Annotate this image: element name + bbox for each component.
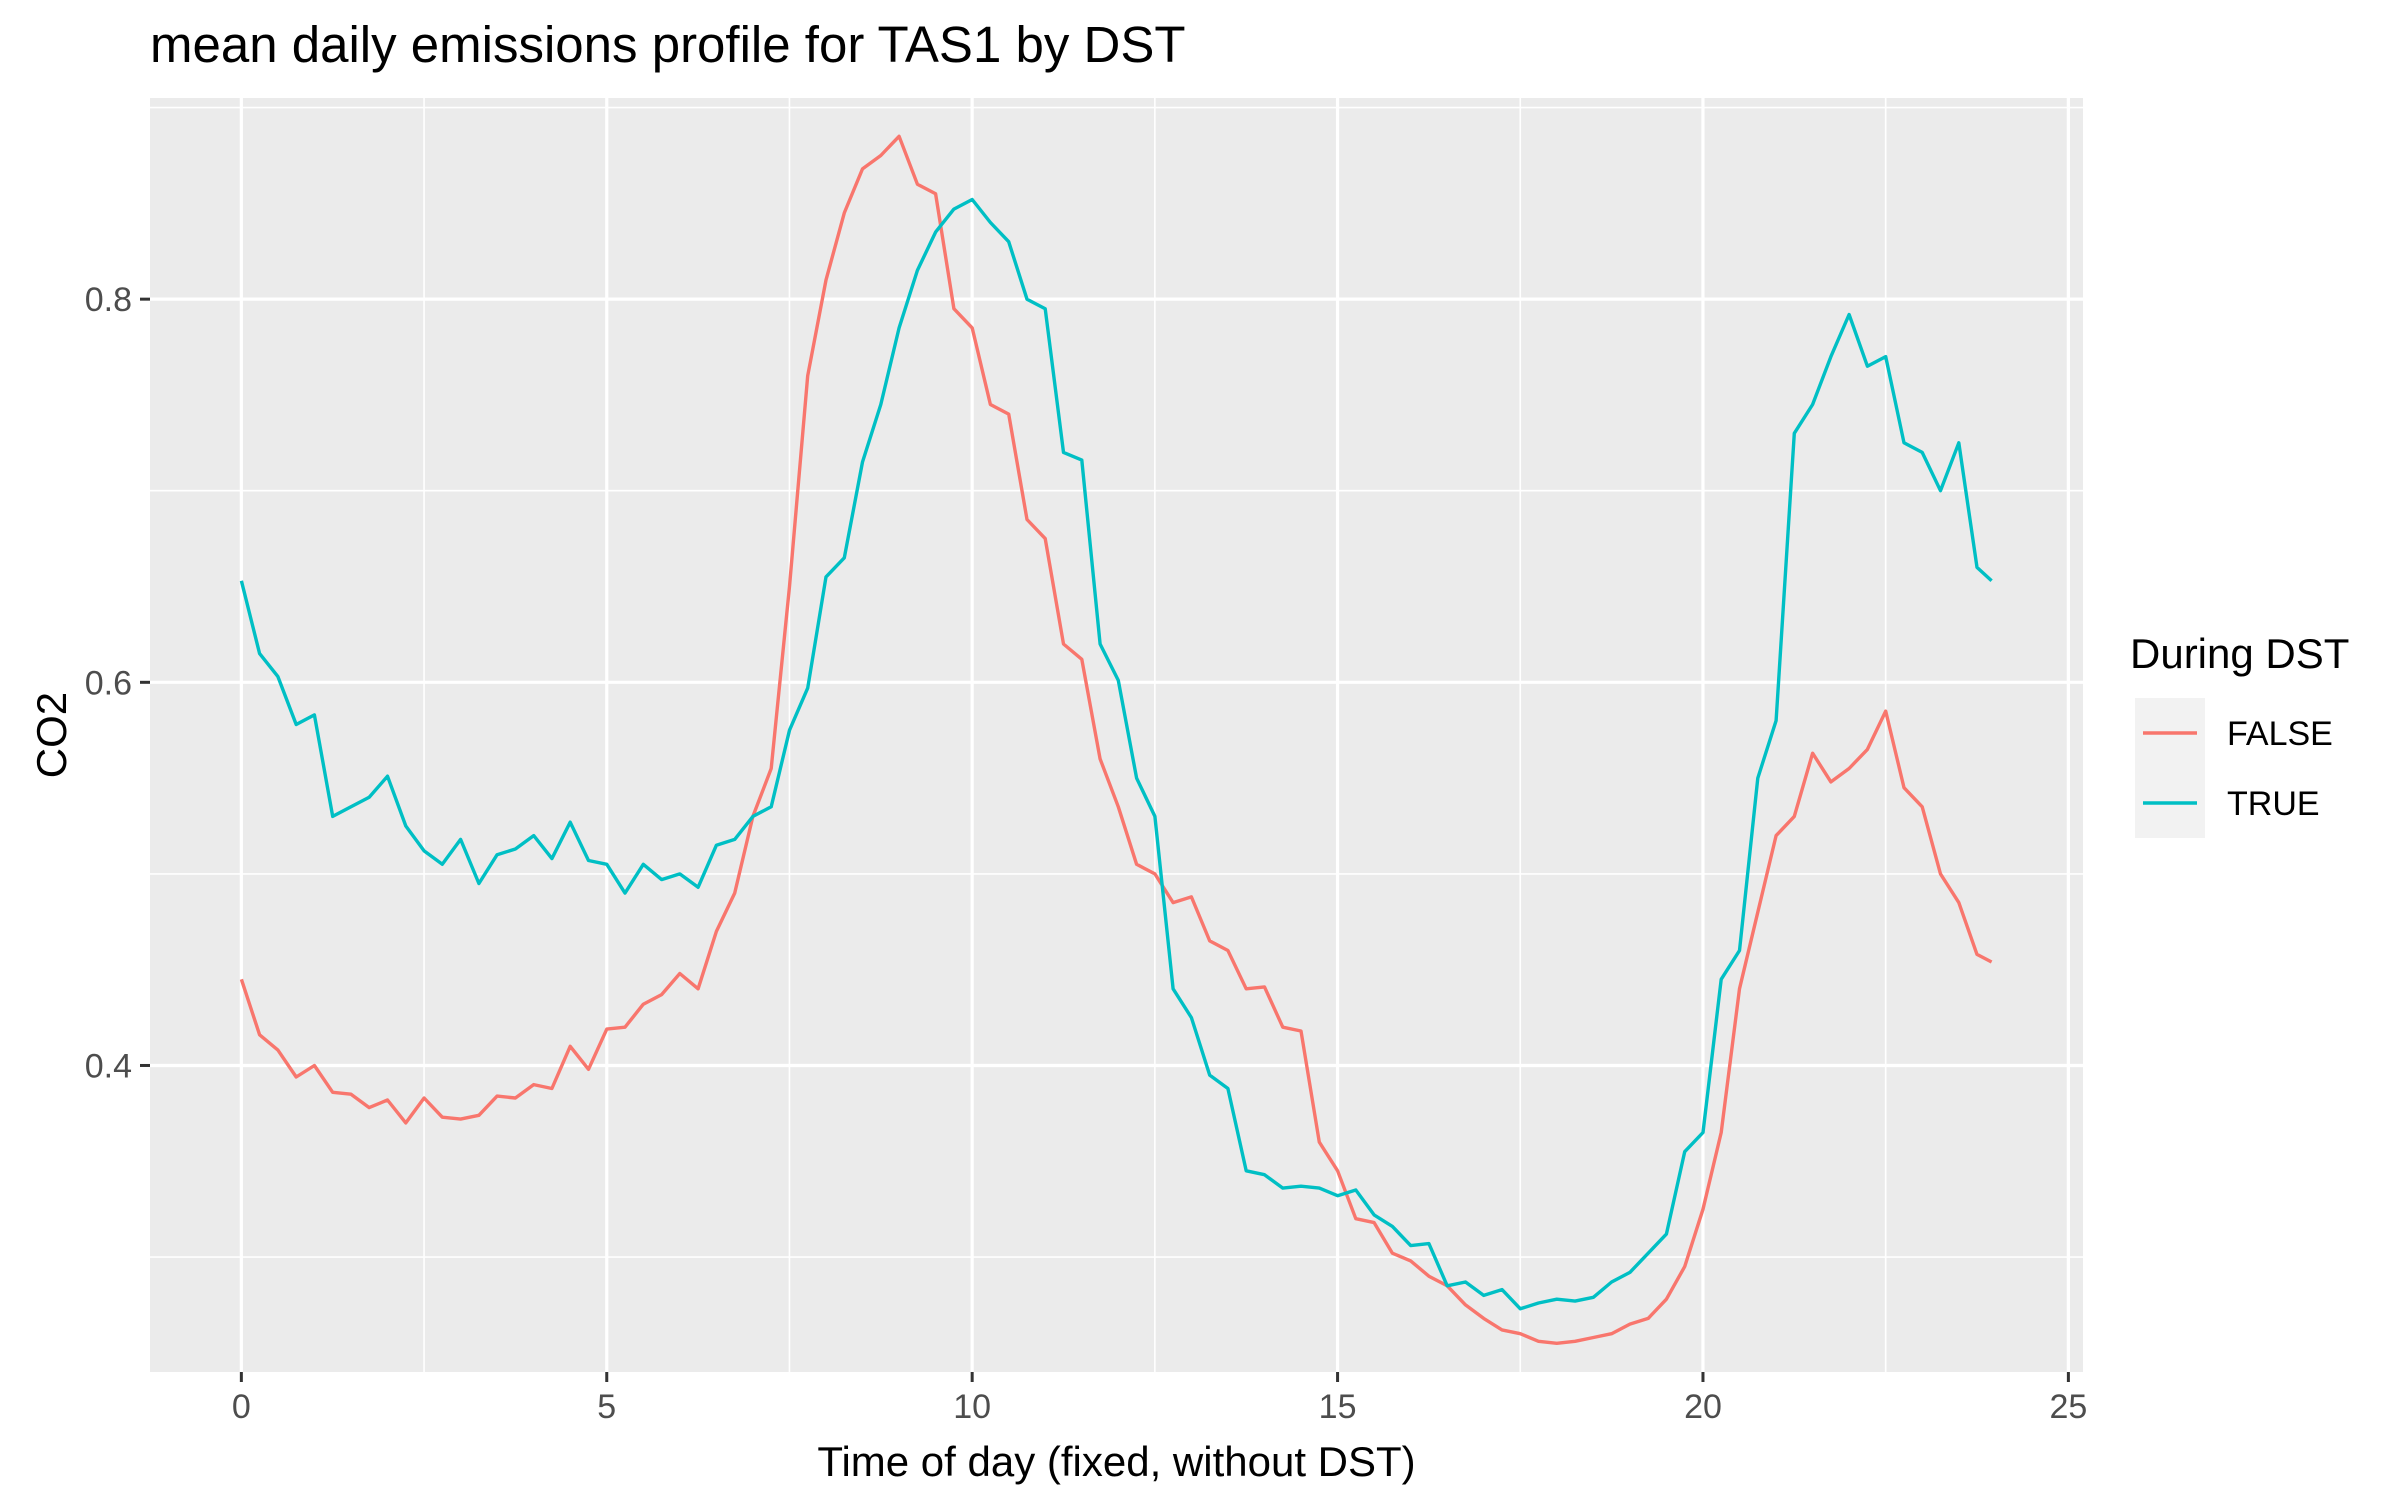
legend-label: FALSE [2227, 715, 2333, 753]
chart-title: mean daily emissions profile for TAS1 by… [150, 16, 1186, 73]
x-tick-label: 20 [1684, 1388, 1722, 1426]
legend-label: TRUE [2227, 785, 2320, 823]
x-axis: 0 5 10 15 20 25 [232, 1372, 2087, 1426]
x-tick-label: 15 [1319, 1388, 1357, 1426]
x-tick-label: 5 [597, 1388, 616, 1426]
series-lines [239, 134, 1993, 1345]
legend: During DST FALSE TRUE [2130, 630, 2349, 838]
y-axis: 0.4 0.6 0.8 [85, 281, 150, 1085]
major-gridlines [150, 98, 2083, 1372]
plot-panel [150, 98, 2083, 1372]
x-tick-label: 0 [232, 1388, 251, 1426]
y-axis-title: CO2 [28, 692, 75, 778]
legend-title: During DST [2130, 630, 2349, 677]
legend-items: FALSE TRUE [2135, 698, 2333, 838]
x-axis-title: Time of day (fixed, without DST) [817, 1438, 1415, 1485]
x-tick-label: 10 [953, 1388, 991, 1426]
y-tick-label: 0.8 [85, 281, 132, 319]
series-line-false [239, 134, 1993, 1345]
series-line-true [239, 197, 1993, 1311]
y-tick-label: 0.6 [85, 664, 132, 702]
x-tick-label: 25 [2049, 1388, 2087, 1426]
y-tick-label: 0.4 [85, 1047, 132, 1085]
